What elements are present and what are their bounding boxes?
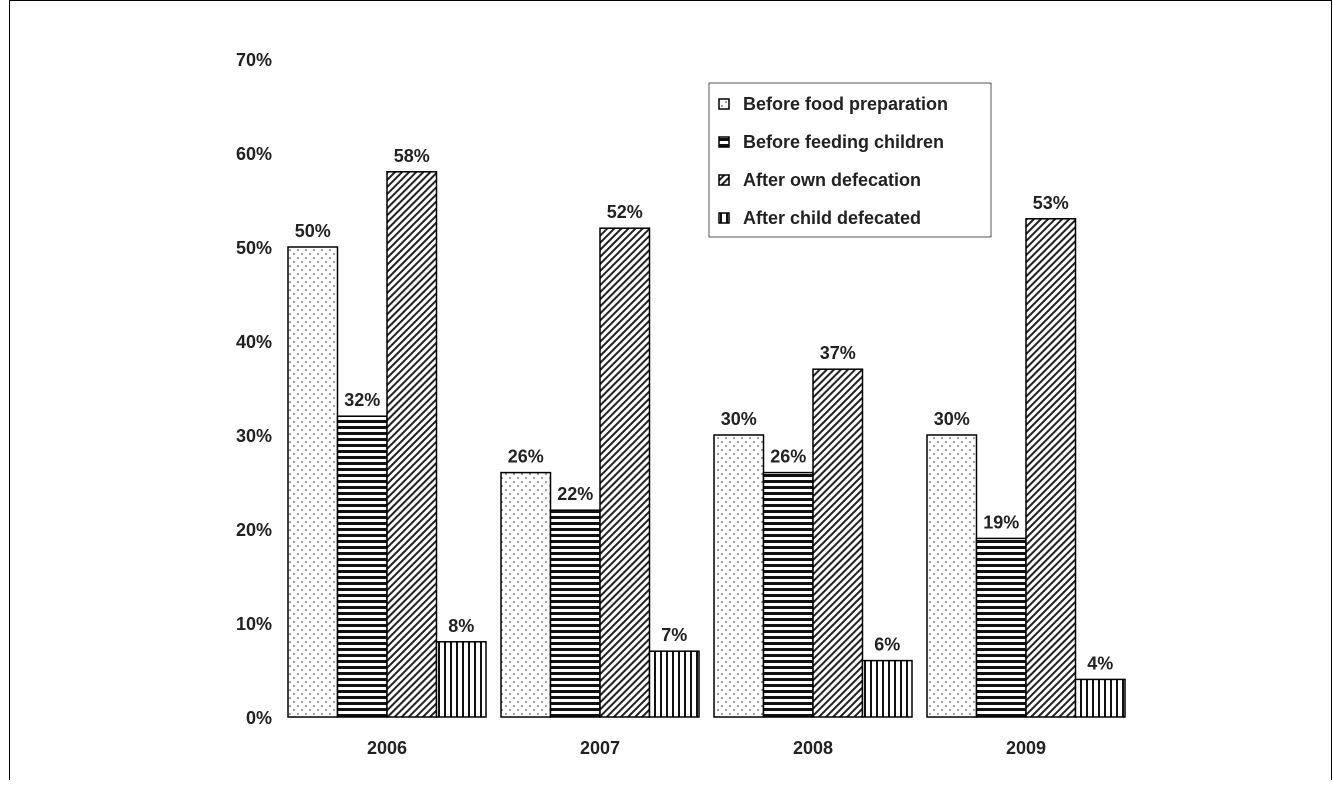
data-label: 22% <box>557 484 593 504</box>
legend-swatch <box>718 174 730 186</box>
bar-2009-s1 <box>926 434 978 718</box>
bar-2009-s4 <box>1074 678 1126 718</box>
data-label: 4% <box>1087 653 1113 673</box>
data-label: 50% <box>295 221 331 241</box>
data-label: 26% <box>508 447 544 467</box>
legend-label: Before food preparation <box>743 94 948 114</box>
legend-label: Before feeding children <box>743 132 944 152</box>
legend-swatch <box>718 212 730 224</box>
data-label: 52% <box>607 202 643 222</box>
data-label: 32% <box>344 390 380 410</box>
x-axis-ticks: 2006 2007 2008 2009 <box>367 738 1046 758</box>
y-tick-label: 70% <box>236 50 272 70</box>
bar-2008-s1 <box>713 434 765 718</box>
bar-2006-s1 <box>287 246 339 718</box>
bar-2007-s2 <box>549 509 601 718</box>
data-labels-group: 50% 32% 58% 8% 26% 22% 52% 7% 30% 26% 37% 6% 30% 19% 5… <box>295 146 1114 674</box>
legend-swatch <box>718 98 730 110</box>
x-tick-label: 2009 <box>1006 738 1046 758</box>
legend-swatch <box>718 136 730 148</box>
y-tick-label: 50% <box>236 238 272 258</box>
legend-box <box>708 82 992 238</box>
data-label: 30% <box>934 409 970 429</box>
y-tick-label: 30% <box>236 426 272 446</box>
data-label: 7% <box>661 625 687 645</box>
legend: Before food preparation Before feeding ch… <box>708 82 992 238</box>
bar-2007-s1 <box>500 471 552 718</box>
bar-2006-s3 <box>386 171 438 718</box>
data-label: 58% <box>394 146 430 166</box>
bars-group <box>287 171 1126 718</box>
data-label: 19% <box>983 512 1019 532</box>
y-tick-label: 60% <box>236 144 272 164</box>
y-axis-ticks: 0% 10% 20% 30% 40% 50% 60% 70% <box>236 50 272 728</box>
x-tick-label: 2007 <box>580 738 620 758</box>
bar-2008-s4 <box>861 659 913 718</box>
legend-label: After own defecation <box>743 170 921 190</box>
y-tick-label: 0% <box>246 708 272 728</box>
bar-2008-s3 <box>812 368 864 718</box>
bar-2009-s3 <box>1025 218 1077 718</box>
data-label: 6% <box>874 635 900 655</box>
y-tick-label: 10% <box>236 614 272 634</box>
bar-2008-s2 <box>762 471 814 718</box>
x-tick-label: 2008 <box>793 738 833 758</box>
y-tick-label: 20% <box>236 520 272 540</box>
data-label: 30% <box>721 409 757 429</box>
legend-label: After child defecated <box>743 208 921 228</box>
bar-2007-s3 <box>599 227 651 718</box>
chart-frame <box>9 0 1332 780</box>
y-tick-label: 40% <box>236 332 272 352</box>
bar-2006-s4 <box>435 641 487 718</box>
data-label: 53% <box>1033 193 1069 213</box>
bar-2007-s4 <box>648 650 700 718</box>
bar-2006-s2 <box>336 415 388 718</box>
x-tick-label: 2006 <box>367 738 407 758</box>
data-label: 26% <box>770 447 806 467</box>
data-label: 8% <box>448 616 474 636</box>
bar-2009-s2 <box>975 537 1027 718</box>
data-label: 37% <box>820 343 856 363</box>
